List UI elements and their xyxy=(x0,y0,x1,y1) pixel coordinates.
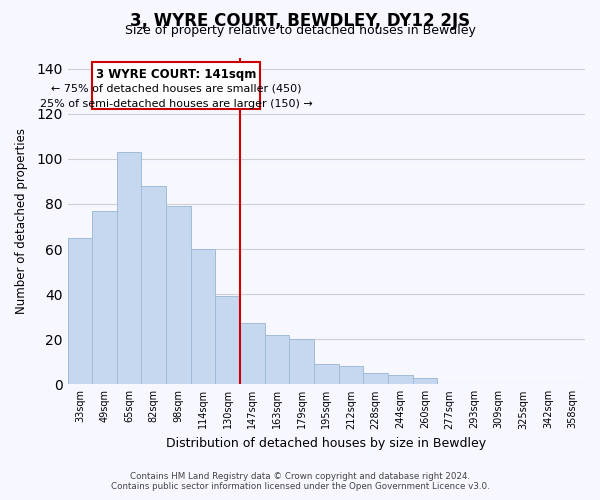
Text: ← 75% of detached houses are smaller (450): ← 75% of detached houses are smaller (45… xyxy=(51,84,301,94)
Bar xyxy=(68,238,92,384)
Bar xyxy=(289,339,314,384)
Bar xyxy=(215,296,240,384)
Bar xyxy=(142,186,166,384)
Bar xyxy=(117,152,142,384)
Bar xyxy=(240,324,265,384)
X-axis label: Distribution of detached houses by size in Bewdley: Distribution of detached houses by size … xyxy=(166,437,487,450)
Text: Size of property relative to detached houses in Bewdley: Size of property relative to detached ho… xyxy=(125,24,475,37)
FancyBboxPatch shape xyxy=(92,62,260,110)
Bar xyxy=(363,373,388,384)
Bar xyxy=(338,366,363,384)
Bar xyxy=(314,364,338,384)
Text: 3 WYRE COURT: 141sqm: 3 WYRE COURT: 141sqm xyxy=(96,68,256,80)
Text: Contains HM Land Registry data © Crown copyright and database right 2024.
Contai: Contains HM Land Registry data © Crown c… xyxy=(110,472,490,491)
Bar xyxy=(413,378,437,384)
Text: 25% of semi-detached houses are larger (150) →: 25% of semi-detached houses are larger (… xyxy=(40,99,313,109)
Text: 3, WYRE COURT, BEWDLEY, DY12 2JS: 3, WYRE COURT, BEWDLEY, DY12 2JS xyxy=(130,12,470,30)
Bar xyxy=(191,249,215,384)
Bar xyxy=(92,211,117,384)
Bar xyxy=(265,334,289,384)
Bar xyxy=(388,376,413,384)
Y-axis label: Number of detached properties: Number of detached properties xyxy=(15,128,28,314)
Bar xyxy=(166,206,191,384)
